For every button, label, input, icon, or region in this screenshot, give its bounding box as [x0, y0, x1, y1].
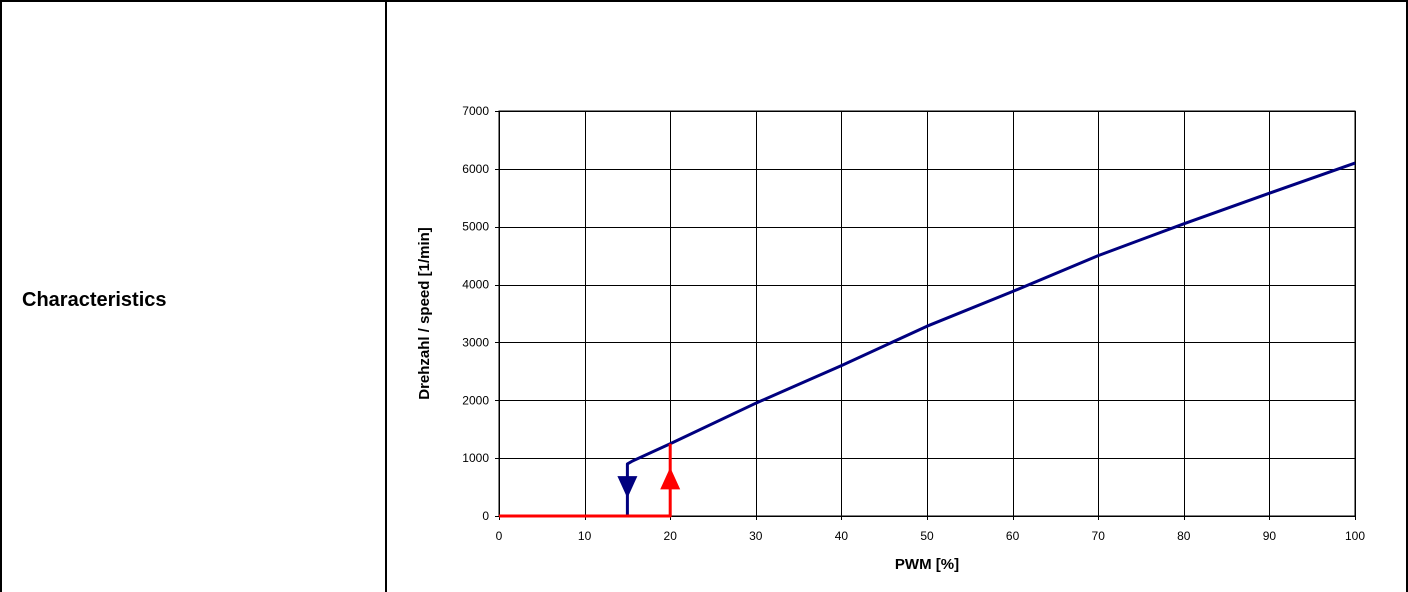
- x-tick-label: 30: [749, 529, 763, 543]
- speed-chart: 0 1000 2000 3000 4000 5000 6000 7000 0 10 20 30 40 5…: [416, 104, 1366, 573]
- x-tick-label: 80: [1177, 529, 1191, 543]
- y-tick-labels: 0 1000 2000 3000 4000 5000 6000 7000: [462, 104, 489, 523]
- y-tick-label: 7000: [462, 104, 489, 118]
- x-tick-label: 0: [496, 529, 503, 543]
- x-axis-title: PWM [%]: [895, 556, 959, 573]
- row-label: Characteristics: [22, 289, 167, 311]
- arrow-down-marker: [617, 476, 638, 499]
- chart-markers: [617, 467, 681, 499]
- y-tick-label: 6000: [462, 162, 489, 176]
- label-cell: Characteristics: [2, 0, 385, 592]
- y-tick-label: 5000: [462, 220, 489, 234]
- y-tick-label: 4000: [462, 278, 489, 292]
- x-tick-label: 20: [664, 529, 678, 543]
- x-tick-label: 40: [835, 529, 849, 543]
- y-tick-label: 3000: [462, 335, 489, 349]
- chart-grid: [495, 110, 1356, 520]
- x-tick-label: 10: [578, 529, 592, 543]
- x-tick-labels: 0 10 20 30 40 50 60 70 80 90 100: [496, 529, 1366, 543]
- column-divider: [385, 0, 387, 592]
- x-tick-label: 50: [920, 529, 934, 543]
- x-tick-label: 90: [1263, 529, 1277, 543]
- y-tick-label: 1000: [462, 451, 489, 465]
- x-tick-label: 60: [1006, 529, 1020, 543]
- y-tick-label: 2000: [462, 393, 489, 407]
- y-tick-label: 0: [482, 509, 489, 523]
- speed-curve-line: [625, 161, 1356, 516]
- y-axis-title: Drehzahl / speed [1/min]: [416, 227, 433, 400]
- arrow-up-marker: [660, 467, 681, 490]
- x-tick-label: 100: [1345, 529, 1365, 543]
- x-tick-label: 70: [1092, 529, 1106, 543]
